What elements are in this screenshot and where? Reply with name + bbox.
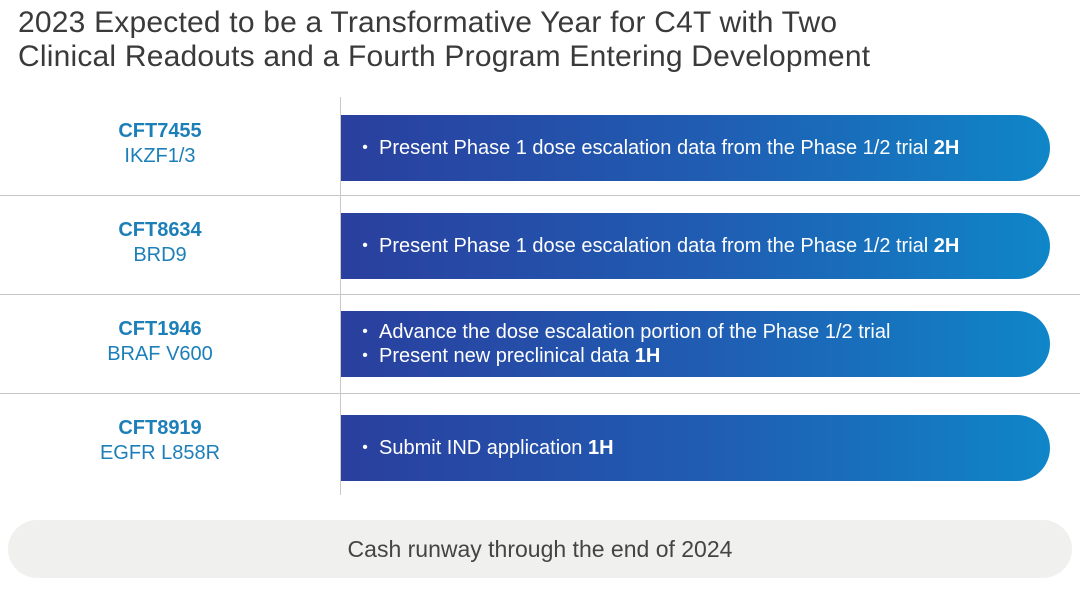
milestone-text: Present Phase 1 dose escalation data fro…: [379, 235, 934, 257]
program-row: CFT7455 IKZF1/3 • Present Phase 1 dose e…: [0, 97, 1080, 196]
bullet-icon: •: [362, 323, 368, 340]
bullet-icon: •: [362, 347, 368, 364]
milestone-text: Present Phase 1 dose escalation data fro…: [379, 137, 934, 159]
bullet-icon: •: [362, 237, 368, 254]
milestone-timing: 2H: [933, 137, 960, 159]
program-table: CFT7455 IKZF1/3 • Present Phase 1 dose e…: [0, 97, 1080, 492]
milestone-bar: • Present Phase 1 dose escalation data f…: [341, 213, 1050, 279]
program-label: CFT8919 EGFR L858R: [0, 416, 320, 466]
milestone-item: • Present Phase 1 dose escalation data f…: [351, 136, 1050, 160]
milestone-timing: 2H: [933, 235, 960, 257]
cash-runway-text: Cash runway through the end of 2024: [347, 535, 733, 562]
bullet-icon: •: [362, 439, 368, 456]
cash-runway-banner: Cash runway through the end of 2024: [8, 520, 1072, 578]
bullet-icon: •: [362, 139, 368, 156]
program-label: CFT8634 BRD9: [0, 218, 320, 268]
program-label: CFT1946 BRAF V600: [0, 317, 320, 367]
milestone-text: Advance the dose escalation portion of t…: [379, 321, 891, 343]
milestone-item: • Advance the dose escalation portion of…: [351, 320, 1050, 344]
milestone-item: • Submit IND application 1H: [351, 436, 1050, 460]
program-code: CFT8634: [118, 219, 202, 241]
milestone-bar: • Submit IND application 1H: [341, 415, 1050, 481]
milestone-timing: 1H: [634, 345, 661, 367]
title-line-2: Clinical Readouts and a Fourth Program E…: [18, 40, 871, 73]
program-target: BRD9: [133, 244, 187, 266]
program-code: CFT8919: [118, 417, 202, 439]
program-code: CFT1946: [118, 318, 202, 340]
program-row: CFT8634 BRD9 • Present Phase 1 dose esca…: [0, 196, 1080, 295]
program-row: CFT8919 EGFR L858R • Submit IND applicat…: [0, 394, 1080, 492]
milestone-item: • Present new preclinical data 1H: [351, 344, 1050, 368]
title-line-1: 2023 Expected to be a Transformative Yea…: [18, 6, 838, 39]
milestone-text: Submit IND application: [379, 437, 588, 459]
program-code: CFT7455: [118, 120, 202, 142]
program-target: IKZF1/3: [124, 145, 196, 167]
milestone-text: Present new preclinical data: [379, 345, 635, 367]
slide-title: 2023 Expected to be a Transformative Yea…: [18, 6, 1068, 74]
program-label: CFT7455 IKZF1/3: [0, 119, 320, 169]
milestone-bar: • Present Phase 1 dose escalation data f…: [341, 115, 1050, 181]
program-target: EGFR L858R: [99, 442, 221, 464]
milestone-timing: 1H: [587, 437, 614, 459]
program-target: BRAF V600: [107, 343, 213, 365]
column-divider: [340, 97, 341, 495]
milestone-item: • Present Phase 1 dose escalation data f…: [351, 234, 1050, 258]
program-row: CFT1946 BRAF V600 • Advance the dose esc…: [0, 295, 1080, 394]
milestone-bar: • Advance the dose escalation portion of…: [341, 311, 1050, 377]
